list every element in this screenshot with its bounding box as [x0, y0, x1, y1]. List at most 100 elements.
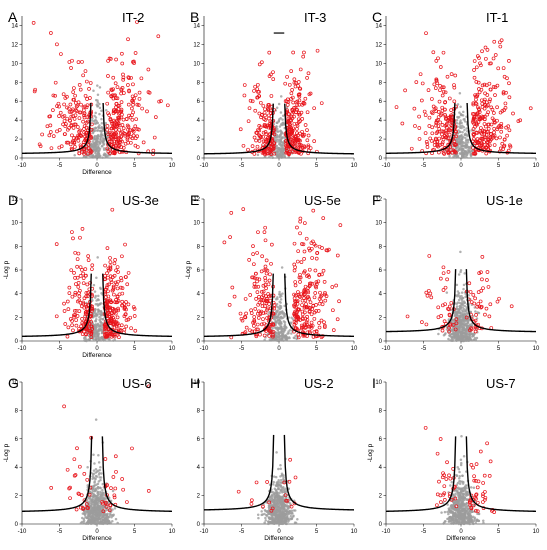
- significant-point: [505, 133, 509, 138]
- nonsignificant-point: [99, 486, 102, 490]
- points-group: [54, 207, 138, 343]
- significant-point: [489, 132, 494, 136]
- significant-point: [489, 122, 494, 127]
- significant-point: [318, 290, 322, 295]
- nonsignificant-point: [89, 506, 93, 509]
- significant-point: [89, 330, 94, 335]
- significant-point: [248, 293, 253, 297]
- significant-point: [73, 276, 77, 280]
- nonsignificant-point: [95, 148, 99, 151]
- significant-point: [72, 86, 76, 90]
- significant-point: [287, 152, 291, 157]
- significant-point: [126, 317, 131, 322]
- nonsignificant-point: [461, 131, 464, 134]
- nonsignificant-point: [101, 497, 104, 500]
- significant-point: [83, 314, 88, 319]
- significant-point: [252, 135, 257, 140]
- significant-point: [79, 102, 83, 107]
- x-tick-label: -5: [57, 346, 63, 352]
- significant-point: [507, 81, 511, 86]
- x-tick-label: -10: [18, 346, 27, 352]
- nonsignificant-point: [92, 492, 95, 496]
- significant-point: [504, 90, 508, 95]
- points-group: [222, 207, 343, 342]
- x-tick-label: 0: [95, 346, 99, 352]
- y-tick-label: 10: [11, 61, 18, 67]
- significant-point: [260, 254, 264, 259]
- y-tick-label: 8: [15, 244, 19, 250]
- significant-point: [284, 146, 289, 151]
- significant-point: [507, 95, 512, 100]
- nonsignificant-point: [465, 133, 469, 136]
- nonsignificant-point: [447, 337, 450, 341]
- significant-point: [130, 113, 134, 117]
- significant-point: [72, 117, 77, 121]
- significant-point: [292, 80, 297, 85]
- significant-point: [120, 303, 125, 308]
- significant-point: [295, 103, 300, 107]
- significant-point: [81, 271, 85, 276]
- nonsignificant-point: [271, 326, 274, 330]
- significant-point: [71, 236, 75, 241]
- significant-point: [427, 124, 432, 128]
- significant-point: [267, 50, 272, 55]
- significant-point: [73, 93, 77, 98]
- significant-point: [82, 113, 86, 118]
- significant-point: [441, 89, 446, 94]
- significant-point: [254, 138, 258, 143]
- significant-point: [71, 125, 76, 130]
- nonsignificant-point: [464, 144, 467, 148]
- significant-point: [111, 285, 116, 290]
- nonsignificant-point: [465, 127, 468, 130]
- nonsignificant-point: [443, 333, 447, 336]
- significant-point: [424, 322, 429, 327]
- nonsignificant-point: [113, 507, 117, 510]
- significant-point: [119, 278, 124, 283]
- significant-point: [116, 145, 120, 150]
- significant-point: [473, 296, 477, 301]
- x-tick-label: 5: [497, 163, 501, 169]
- nonsignificant-point: [466, 141, 470, 144]
- significant-point: [165, 103, 170, 108]
- y-axis-label: -Log p: [3, 443, 10, 462]
- significant-point: [122, 314, 127, 319]
- significant-point: [447, 96, 452, 101]
- significant-point: [486, 129, 490, 134]
- significant-point: [86, 143, 91, 147]
- significant-point: [120, 61, 125, 66]
- significant-point: [106, 74, 110, 78]
- nonsignificant-point: [94, 467, 98, 471]
- significant-point: [313, 268, 318, 273]
- nonsignificant-point: [93, 480, 96, 483]
- nonsignificant-point: [461, 296, 464, 300]
- significant-point: [111, 111, 116, 116]
- significant-point: [312, 295, 317, 300]
- significant-point: [298, 280, 302, 284]
- significant-point: [131, 305, 136, 309]
- nonsignificant-point: [462, 287, 465, 291]
- significant-point: [446, 128, 451, 133]
- nonsignificant-point: [97, 153, 101, 156]
- significant-point: [116, 136, 121, 141]
- nonsignificant-point: [105, 520, 108, 524]
- significant-point: [285, 97, 290, 102]
- significant-point: [69, 268, 74, 273]
- significant-point: [287, 82, 292, 87]
- significant-point: [76, 60, 81, 64]
- significant-point: [480, 83, 485, 88]
- significant-point: [493, 53, 498, 57]
- nonsignificant-point: [100, 291, 103, 295]
- significant-point: [299, 260, 304, 264]
- significant-point: [131, 133, 136, 138]
- significant-point: [114, 324, 119, 329]
- significant-point: [261, 317, 265, 321]
- nonsignificant-point: [459, 122, 462, 125]
- nonsignificant-point: [275, 451, 278, 454]
- significant-point: [504, 125, 509, 130]
- significant-point: [491, 135, 495, 140]
- nonsignificant-point: [103, 517, 107, 520]
- significant-point: [444, 122, 449, 126]
- nonsignificant-point: [93, 332, 96, 335]
- significant-point: [440, 85, 445, 90]
